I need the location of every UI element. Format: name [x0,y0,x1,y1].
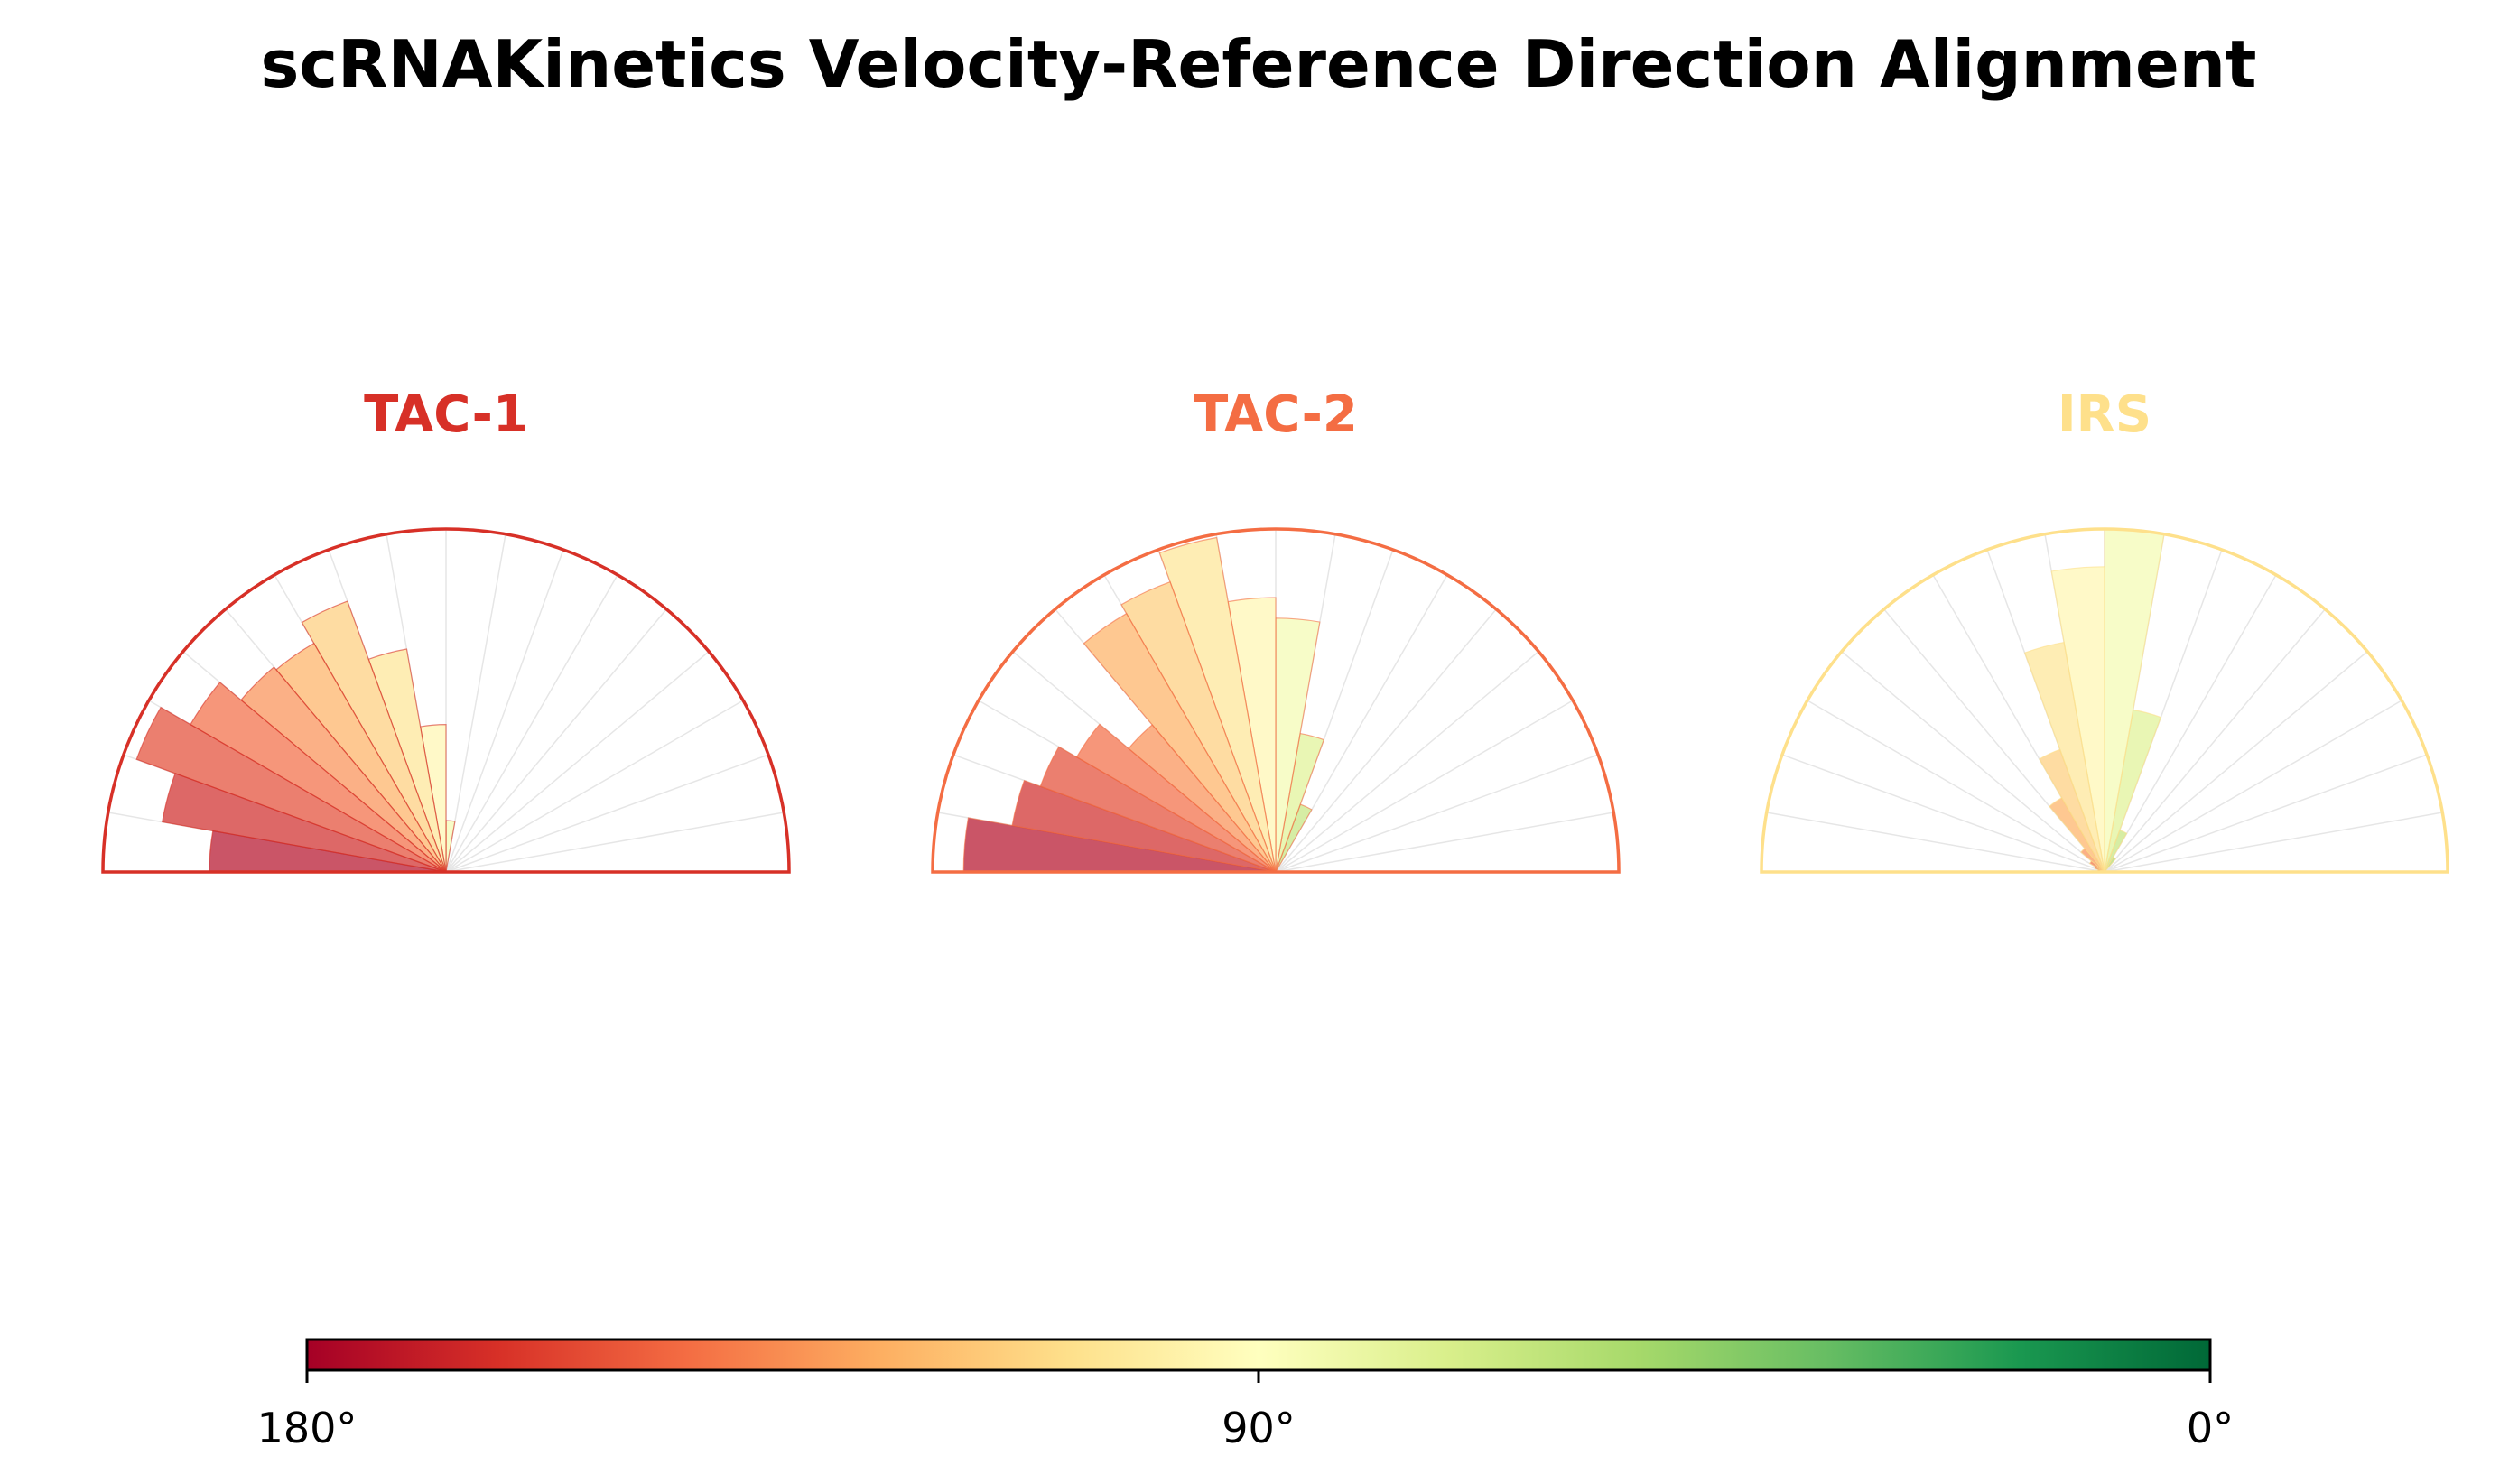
rose-bar [2023,641,2105,873]
panel-title-tac-1: TAC-1 [364,385,528,444]
rose-bar [2049,796,2105,873]
polar-frame [931,527,1621,874]
grid-line [445,549,564,873]
grid-line [445,608,667,873]
panel-title-tac-2: TAC-2 [1194,385,1358,444]
polar-frame [1760,527,2449,874]
grid-line [2104,651,2368,873]
grid-line [445,533,506,873]
polar-frame [101,527,791,874]
grid-line [1807,700,2105,873]
grid-line [445,651,710,873]
colorbar-gradient [305,1338,2212,1372]
colorbar-tick-label: 180° [257,1404,358,1452]
rose-bar [301,600,447,873]
rose-bar [1120,580,1277,873]
rose-bar [2079,847,2105,873]
panel-title-irs: IRS [2058,385,2151,444]
colorbar-tick-label: 0° [2187,1404,2234,1452]
panel-tac-2: TAC-2 [931,385,1621,874]
chart-title: scRNAKinetics Velocity-Reference Directi… [261,26,2257,102]
rose-bar [1158,536,1277,873]
grid-line [445,754,769,873]
grid-line [1781,754,2105,873]
grid-line [445,574,618,873]
rose-bar [135,706,447,873]
grid-line [1275,754,1599,873]
colorbar: 180° 90° 0° [257,1338,2234,1452]
grid-line [1766,812,2105,873]
grid-line [2104,754,2428,873]
rose-bar [1083,612,1277,873]
grid-line [445,700,744,873]
rose-bar [161,773,447,873]
grid-line [2104,812,2443,873]
grid-line [2104,574,2277,873]
colorbar-tick-label: 90° [1222,1404,1296,1452]
grid-line [1275,700,1574,873]
grid-line [1275,651,1539,873]
grid-line [1275,608,1497,873]
grid-line [2104,608,2326,873]
grid-line [1841,651,2105,873]
grid-line [445,812,785,873]
grid-line [2104,700,2402,873]
rose-bar [2038,748,2105,873]
grid-line [1275,812,1614,873]
panel-irs: IRS [1760,385,2449,874]
panel-tac-1: TAC-1 [101,385,791,874]
